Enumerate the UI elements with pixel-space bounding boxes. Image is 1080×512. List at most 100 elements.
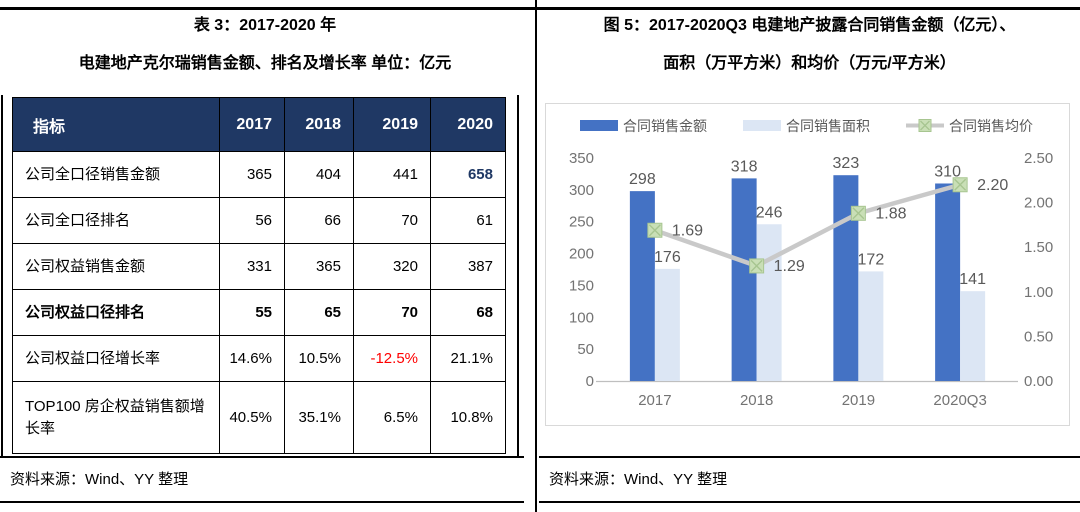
table-row: 公司全口径排名 56 66 70 61 — [12, 197, 506, 244]
header-2019: 2019 — [353, 97, 431, 152]
legend-swatch-sales-area — [743, 120, 781, 131]
bar-sales-area — [756, 224, 782, 381]
legend-marker-x — [920, 120, 930, 131]
table-row: 公司权益销售金额 331 365 320 387 — [12, 243, 506, 290]
metric-value: 387 — [430, 243, 506, 290]
legend-label: 合同销售面积 — [786, 118, 870, 134]
metric-value: 55 — [219, 289, 285, 336]
metric-value: 365 — [284, 243, 354, 290]
metric-value: -12.5% — [353, 335, 431, 382]
bar-sales-area — [960, 291, 986, 381]
bar-sales-area — [858, 271, 884, 381]
avg-price-marker-x — [750, 259, 763, 272]
header-2018: 2018 — [284, 97, 354, 152]
bar-sales-amount — [731, 178, 757, 381]
table-row: TOP100 房企权益销售额增长率 40.5% 35.1% 6.5% 10.8% — [12, 381, 506, 454]
line-data-label: 1.29 — [774, 258, 805, 275]
metric-value: 10.5% — [284, 335, 354, 382]
bar-data-label: 323 — [833, 155, 860, 172]
metric-label: TOP100 房企权益销售额增长率 — [12, 381, 220, 454]
x-axis-label: 2017 — [638, 392, 671, 409]
metric-label: 公司全口径排名 — [12, 197, 220, 244]
line-data-label: 2.20 — [977, 177, 1008, 194]
chart-title-line2: 面积（万平方米）和均价（万元/平方米） — [663, 55, 956, 72]
left-axis-tick: 250 — [569, 214, 594, 231]
metric-label: 公司权益口径增长率 — [12, 335, 220, 382]
right-axis-tick: 1.00 — [1024, 284, 1053, 301]
legend-label: 合同销售金额 — [623, 118, 707, 134]
avg-price-marker-x — [954, 178, 967, 191]
bar-data-label: 172 — [858, 251, 885, 268]
right-axis-tick: 2.00 — [1024, 195, 1053, 212]
bar-data-label: 141 — [959, 271, 986, 288]
avg-price-marker-x — [648, 224, 661, 237]
table-outer-frame-right — [517, 95, 519, 456]
metric-value: 331 — [219, 243, 285, 290]
table-header-row: 指标 2017 2018 2019 2020 — [12, 97, 506, 152]
sales-chart-svg: 合同销售金额 合同销售面积 合同销售均价 0 50 100 150 200 250 300 350 0… — [569, 118, 1053, 409]
table-row: 公司全口径销售金额 365 404 441 658 — [12, 151, 506, 198]
table-title-line1: 表 3：2017-2020 年 — [193, 17, 337, 34]
metric-value: 70 — [353, 197, 431, 244]
left-axis-tick: 350 — [569, 150, 594, 167]
table-row: 公司权益口径增长率 14.6% 10.5% -12.5% 21.1% — [12, 335, 506, 382]
metric-value: 35.1% — [284, 381, 354, 454]
metric-value: 65 — [284, 289, 354, 336]
header-2017: 2017 — [219, 97, 285, 152]
top-rule — [0, 7, 1080, 10]
metric-value: 66 — [284, 197, 354, 244]
metric-label: 公司权益口径排名 — [12, 289, 220, 336]
left-axis-tick: 100 — [569, 309, 594, 326]
right-axis-tick: 2.50 — [1024, 150, 1053, 167]
avg-price-marker-x — [852, 207, 865, 220]
legend-swatch-sales-amount — [580, 120, 618, 131]
metric-value: 404 — [284, 151, 354, 198]
metric-value: 21.1% — [430, 335, 506, 382]
header-metric: 指标 — [12, 97, 220, 152]
metric-value: 658 — [430, 151, 506, 198]
chart-title-line1: 图 5：2017-2020Q3 电建地产披露合同销售金额（亿元）、 — [603, 17, 1016, 34]
left-axis-tick: 50 — [577, 341, 594, 358]
table-title-line2: 电建地产克尔瑞销售金额、排名及增长率 单位：亿元 — [78, 55, 452, 72]
sales-metrics-table: 指标 2017 2018 2019 2020 公司全口径销售金额 365 404 44… — [12, 97, 506, 454]
left-axis-tick: 300 — [569, 182, 594, 199]
bar-data-label: 310 — [934, 163, 961, 180]
bar-sales-amount — [629, 191, 655, 381]
metric-value: 61 — [430, 197, 506, 244]
metric-value: 14.6% — [219, 335, 285, 382]
x-axis-label: 2019 — [842, 392, 875, 409]
x-axis-label: 2020Q3 — [933, 392, 986, 409]
left-axis-tick: 0 — [586, 373, 594, 390]
bar-data-label: 318 — [731, 158, 758, 175]
sales-chart: 合同销售金额 合同销售面积 合同销售均价 0 50 100 150 200 250 300 350 0… — [545, 103, 1070, 426]
metric-value: 70 — [353, 289, 431, 336]
bar-sales-amount — [935, 183, 961, 381]
metric-value: 441 — [353, 151, 431, 198]
left-axis-tick: 200 — [569, 246, 594, 263]
metric-value: 365 — [219, 151, 285, 198]
metric-value: 40.5% — [219, 381, 285, 454]
right-axis-tick: 0.50 — [1024, 328, 1053, 345]
right-axis-tick: 1.50 — [1024, 239, 1053, 256]
right-axis-tick: 0.00 — [1024, 373, 1053, 390]
line-data-label: 1.69 — [672, 222, 703, 239]
bar-data-label: 298 — [629, 171, 656, 188]
metric-value: 56 — [219, 197, 285, 244]
metric-label: 公司全口径销售金额 — [12, 151, 220, 198]
line-data-label: 1.88 — [875, 205, 906, 222]
panel-divider — [535, 0, 537, 512]
bar-sales-area — [654, 268, 680, 381]
chart-source-note: 资料来源：Wind、YY 整理 — [539, 456, 1080, 503]
bar-data-label: 176 — [654, 249, 681, 266]
table-source-note: 资料来源：Wind、YY 整理 — [0, 456, 524, 503]
x-axis-label: 2018 — [740, 392, 773, 409]
table-outer-frame-left — [1, 95, 3, 456]
table-row: 公司权益口径排名 55 65 70 68 — [12, 289, 506, 336]
bar-data-label: 246 — [756, 204, 783, 221]
header-2020: 2020 — [430, 97, 506, 152]
left-axis-tick: 150 — [569, 277, 594, 294]
metric-label: 公司权益销售金额 — [12, 243, 220, 290]
avg-price-line — [654, 182, 961, 269]
metric-value: 320 — [353, 243, 431, 290]
